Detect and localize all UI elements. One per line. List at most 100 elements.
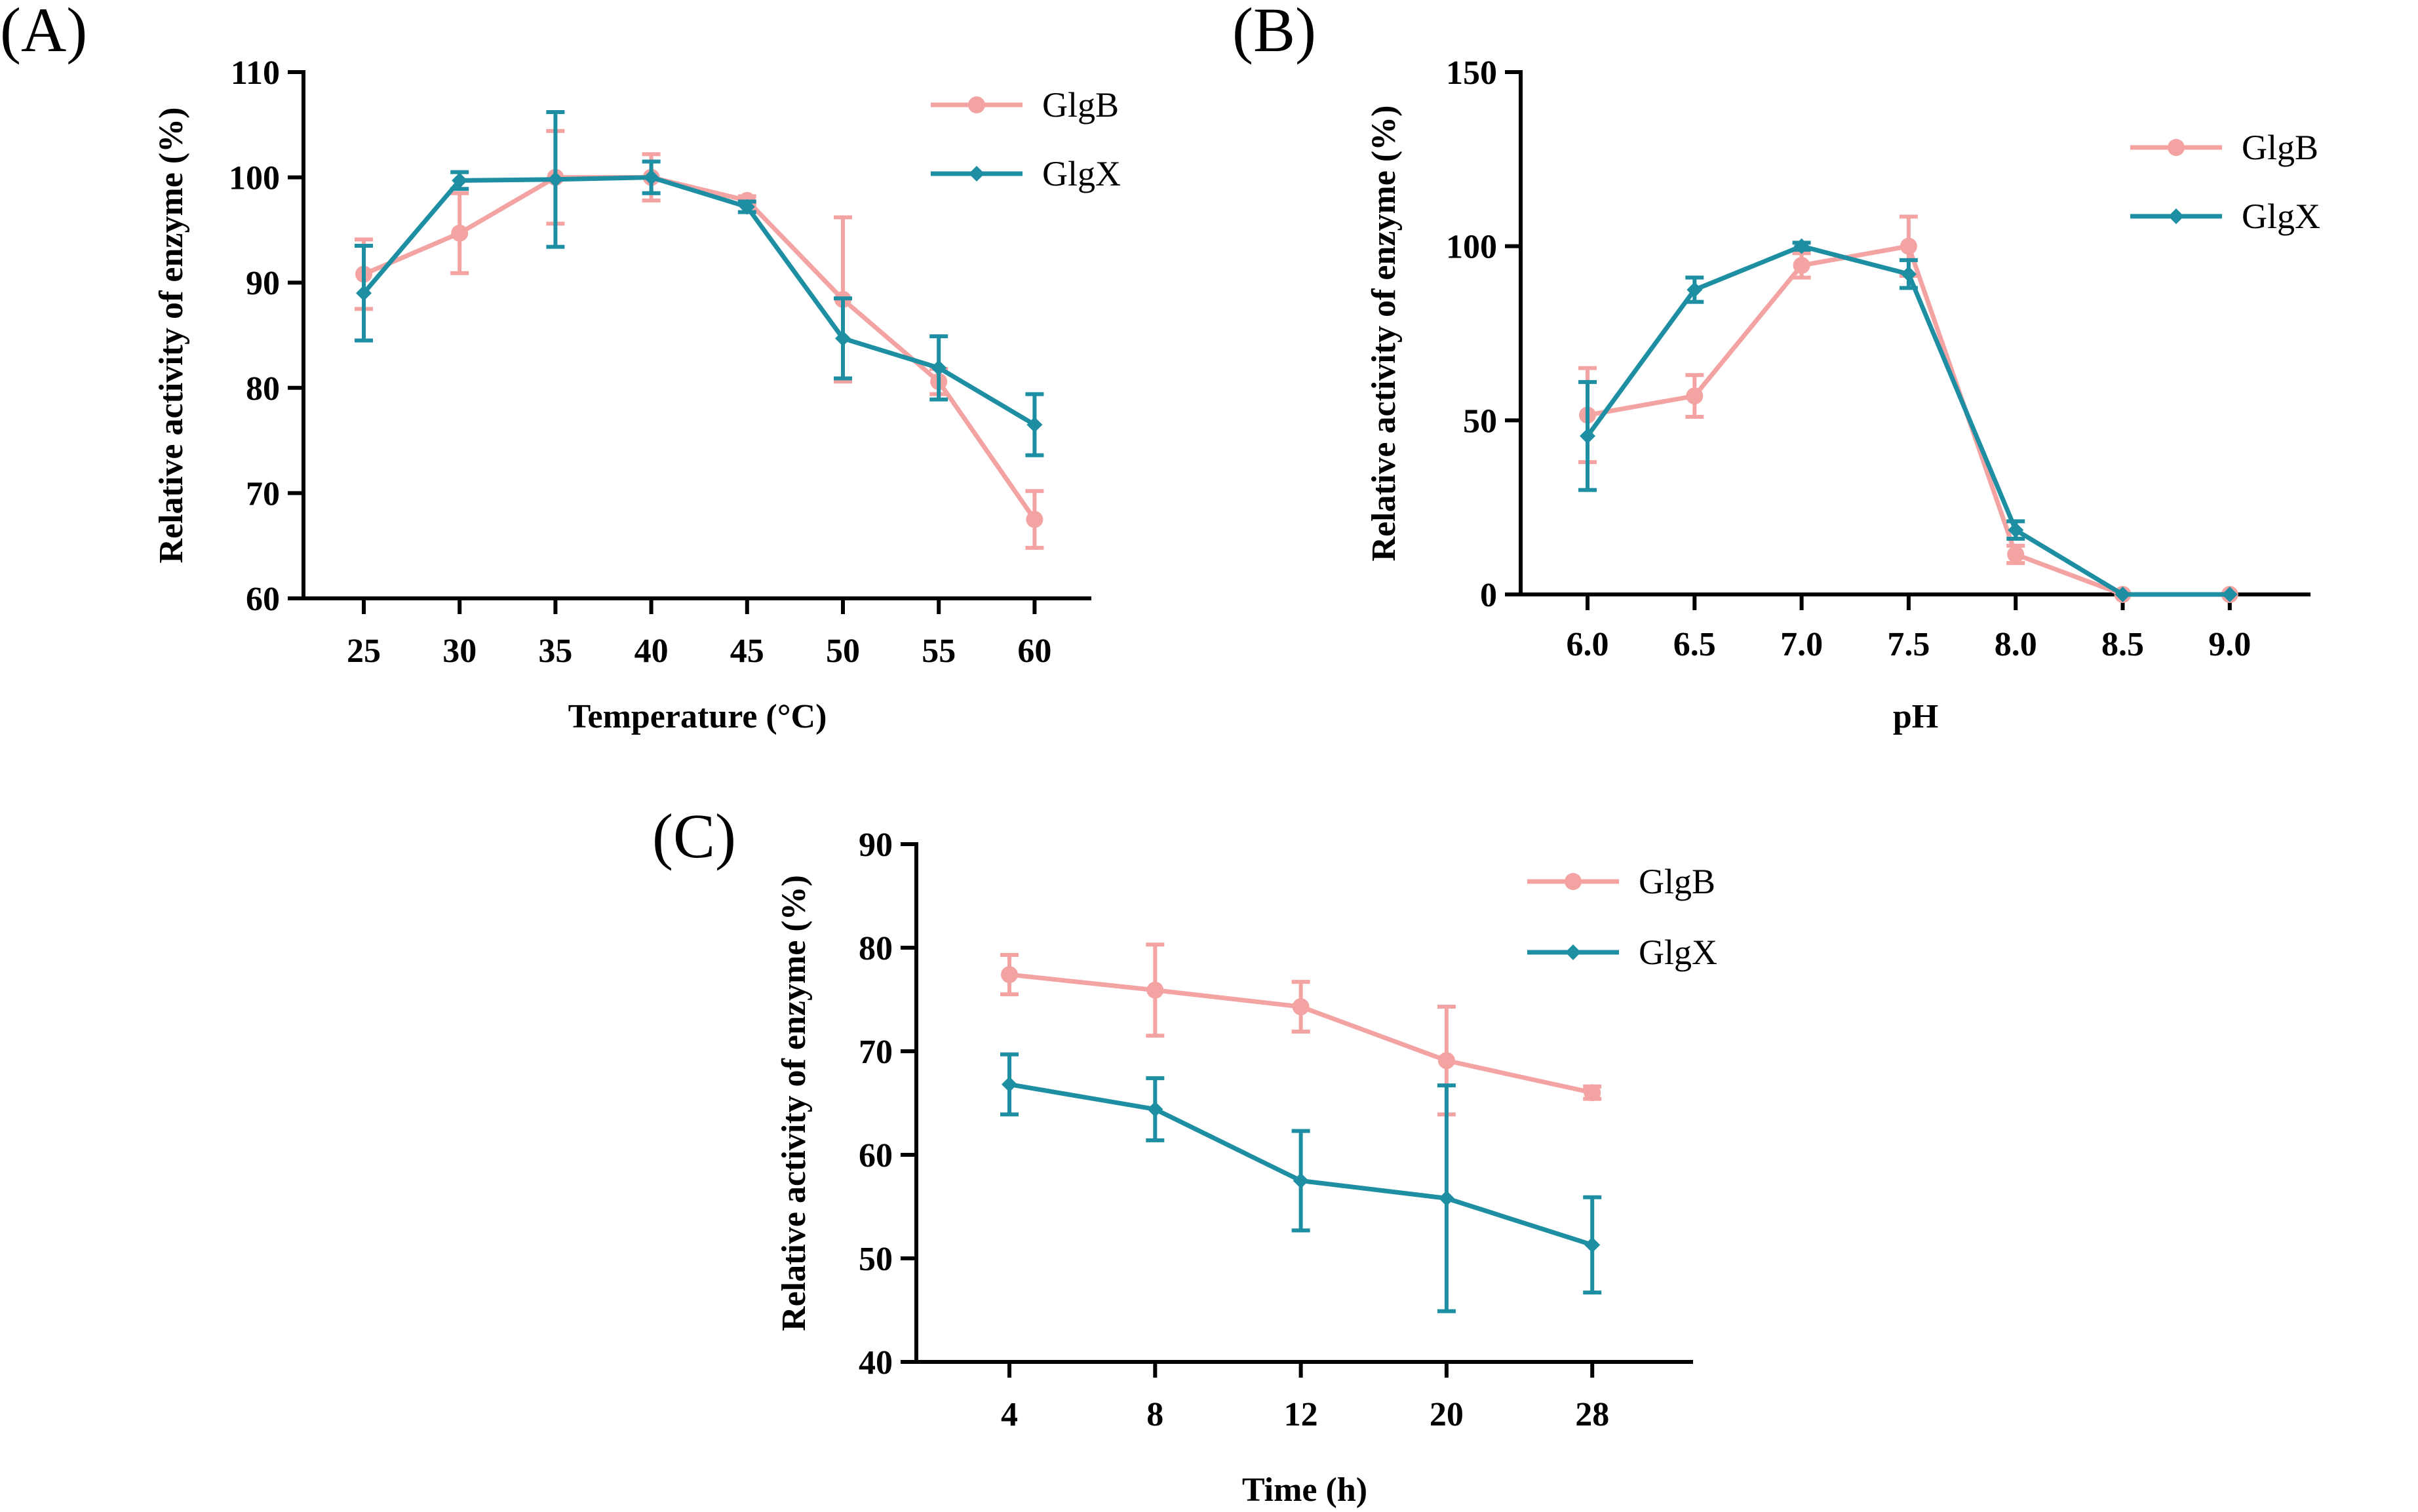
y-tick-label: 90	[246, 265, 280, 302]
x-tick-label: 8.5	[2101, 626, 2144, 663]
y-tick-label: 60	[859, 1137, 893, 1174]
y-tick-label: 70	[859, 1034, 893, 1071]
data-point	[1793, 256, 1810, 274]
x-tick-label: 55	[922, 632, 956, 670]
series-line	[1587, 244, 2230, 597]
x-tick-label: 7.0	[1780, 626, 1823, 663]
y-tick-label: 40	[859, 1344, 893, 1382]
series-line	[1586, 244, 2230, 597]
x-axis-title: pH	[1893, 698, 1938, 735]
x-tick-label: 4	[1001, 1396, 1018, 1433]
y-tick-label: 100	[1446, 229, 1497, 266]
x-tick-label: 8.0	[1995, 626, 2037, 663]
data-point	[1147, 1101, 1163, 1117]
data-point	[1793, 238, 1810, 254]
series-line	[362, 175, 1036, 427]
legend-marker	[969, 166, 985, 182]
data-point	[1293, 1173, 1309, 1189]
data-point	[2007, 545, 2025, 563]
x-tick-label: 8	[1146, 1396, 1163, 1433]
legend-label: GlgB	[1042, 85, 1119, 125]
y-tick-label: 60	[246, 581, 280, 618]
x-tick-label: 12	[1284, 1396, 1318, 1433]
panel-c-label: (C)	[652, 801, 736, 871]
y-tick-label: 70	[246, 475, 280, 513]
panel-b: (B) 0 50 100 150 6.0 6.5 7.0 7.5 8.0 8.5 9.0 pH Rela…	[1232, 0, 2320, 735]
data-point	[1292, 998, 1310, 1016]
y-axis-title: Relative activity of enzyme (%)	[153, 107, 190, 564]
legend-marker	[1565, 873, 1582, 890]
data-point	[1900, 266, 1917, 282]
data-point	[451, 224, 469, 242]
data-point	[2221, 587, 2238, 602]
y-tick-label: 110	[231, 54, 280, 92]
panel-a: (A) 60 70 80 90 100 110 25 30 35 40 45 50 55 60 Temper…	[0, 0, 1121, 735]
data-point	[835, 330, 851, 347]
x-tick-label: 60	[1017, 632, 1051, 670]
data-point	[1584, 1237, 1601, 1253]
y-tick-label: 80	[859, 930, 893, 967]
x-tick-label: 25	[347, 632, 381, 670]
x-tick-label: 35	[538, 632, 572, 670]
legend-label: GlgX	[1042, 154, 1121, 193]
x-axis-title: Temperature (°C)	[568, 698, 827, 735]
data-point	[1026, 511, 1043, 528]
y-tick-label: 100	[229, 160, 280, 197]
series-glgx	[1000, 1052, 1602, 1313]
panel-c: (C) 40 50 60 70 80 90 4 8 12 20 28 Time (h) Relative…	[652, 801, 1717, 1509]
series-glgx	[1578, 238, 2238, 602]
x-tick-label: 6.5	[1673, 626, 1716, 663]
legend-marker	[2168, 208, 2184, 224]
data-point	[356, 285, 372, 301]
x-axis-title: Time (h)	[1242, 1471, 1367, 1509]
x-tick-label: 20	[1430, 1396, 1464, 1433]
y-tick-label: 50	[859, 1241, 893, 1278]
series-line	[362, 175, 1037, 521]
x-tick-label: 6.0	[1567, 626, 1609, 663]
panel-b-label: (B)	[1232, 0, 1316, 65]
x-tick-label: 7.5	[1887, 626, 1930, 663]
data-point	[1026, 417, 1043, 433]
data-point	[643, 169, 659, 185]
data-point	[1001, 966, 1018, 984]
legend-label: GlgB	[2242, 128, 2318, 167]
data-point	[1580, 428, 1595, 444]
y-axis-title: Relative activity of enzyme (%)	[775, 875, 813, 1331]
data-point	[1584, 1084, 1601, 1102]
legend-label: GlgX	[1639, 933, 1717, 972]
data-point	[1437, 1052, 1455, 1070]
legend-marker	[1565, 944, 1581, 960]
y-tick-label: 0	[1480, 577, 1497, 614]
data-point	[931, 360, 947, 376]
x-tick-label: 50	[826, 632, 860, 670]
series-glgx	[355, 110, 1044, 457]
data-point	[547, 171, 564, 187]
legend-marker	[2168, 139, 2185, 156]
data-point	[1900, 237, 1917, 255]
data-point	[1686, 387, 1704, 405]
data-point	[1438, 1190, 1454, 1207]
data-point	[1146, 981, 1164, 999]
legend-label: GlgX	[2242, 197, 2320, 236]
data-point	[452, 172, 468, 189]
x-tick-label: 45	[730, 632, 764, 670]
series-glgb	[1000, 942, 1602, 1117]
y-tick-label: 80	[246, 370, 280, 408]
x-tick-label: 28	[1575, 1396, 1609, 1433]
panel-a-label: (A)	[0, 0, 87, 65]
x-tick-label: 30	[442, 632, 477, 670]
y-tick-label: 50	[1463, 402, 1497, 440]
x-tick-label: 40	[634, 632, 669, 670]
y-axis-title: Relative activity of enzyme (%)	[1365, 106, 1403, 562]
x-tick-label: 9.0	[2208, 626, 2251, 663]
y-tick-label: 150	[1446, 54, 1497, 92]
legend-marker	[968, 96, 985, 113]
data-point	[2008, 522, 2024, 538]
data-point	[1687, 282, 1703, 298]
data-point	[1002, 1076, 1017, 1093]
data-point	[2115, 587, 2131, 602]
legend-label: GlgB	[1639, 862, 1715, 901]
y-tick-label: 90	[859, 826, 893, 864]
data-point	[739, 199, 755, 215]
